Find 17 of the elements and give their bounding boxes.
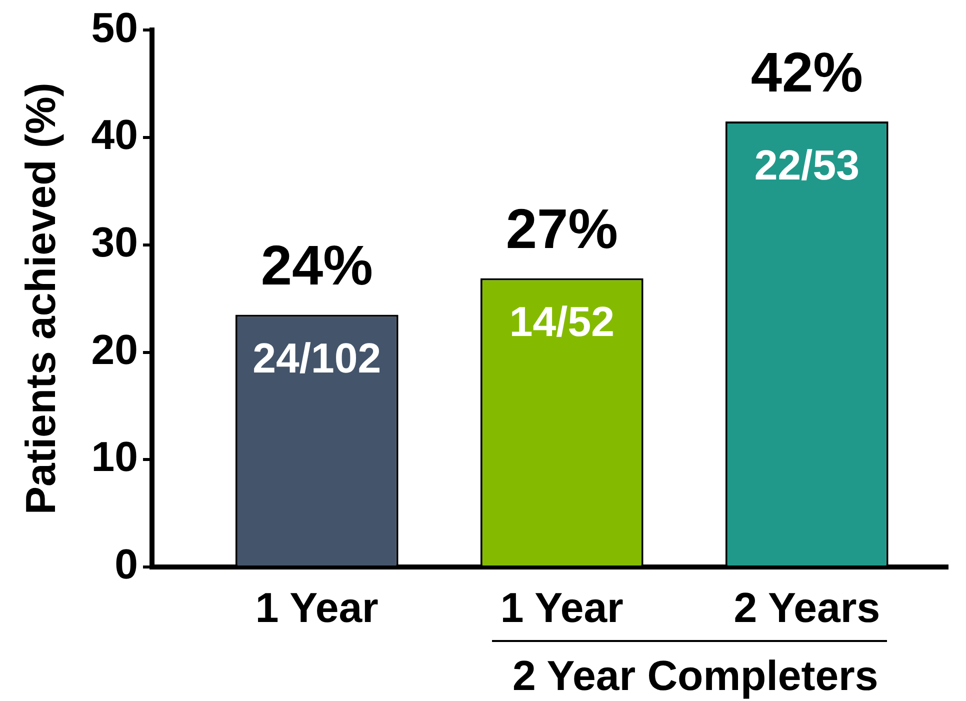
y-tick-label: 0 [114, 540, 138, 588]
y-axis-title: Patients achieved (%) [16, 82, 64, 515]
y-tick-label: 50 [91, 4, 138, 51]
annotation: 24/102 [252, 334, 382, 382]
data-label: 27% [506, 197, 618, 260]
y-tick-label: 40 [91, 111, 138, 158]
y-tick-label: 30 [91, 218, 138, 266]
x-tick-label: 2 Years [734, 584, 880, 631]
annotation: 22/53 [754, 141, 860, 188]
y-tick-label: 20 [91, 326, 138, 373]
x-tick-label: 1 Year [500, 584, 624, 631]
y-tick-label: 10 [91, 433, 138, 480]
data-label: 42% [750, 40, 863, 104]
text: 2 Year Completers [512, 652, 878, 699]
x-tick-label: 1 Year [255, 584, 378, 631]
annotation: 14/52 [509, 298, 614, 346]
data-label: 24% [260, 234, 373, 297]
